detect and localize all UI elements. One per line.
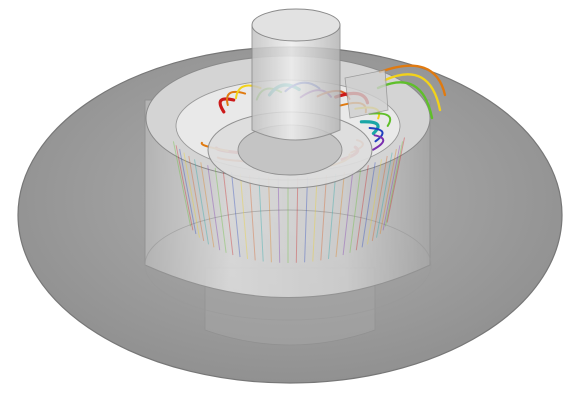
streamline-descending [335,172,345,258]
streamline-descending [188,155,205,242]
streamline [226,90,247,106]
streamline-descending [376,152,393,238]
streamline [368,112,392,127]
streamline-descending [172,141,192,227]
streamline-descending [371,155,388,242]
housing-bottom-rim [144,209,432,321]
streamline-descending [277,177,281,263]
streamline-descending [183,152,200,238]
streamline-descending [179,148,197,235]
streamline-descending [239,173,248,259]
streamline-descending [342,170,354,256]
streamline-descending [349,167,362,253]
outlet-pipe [251,24,341,141]
streamline-descending [379,148,397,235]
streamline [368,127,384,143]
streamline-descending [214,167,227,253]
streamline-descending [295,177,299,263]
streamline-descending [249,175,256,261]
streamline-descending [258,176,264,262]
streamline-descending [382,145,401,231]
streamline-descending [367,159,382,245]
streamline-descending [207,165,221,251]
streamline-descending [355,165,369,251]
streamline [218,97,236,114]
streamline-descending [328,173,337,259]
streamline-descending [304,177,308,263]
streamline-descending [200,162,215,248]
streamline-descending [320,175,327,261]
outlet-pipe-top [251,8,341,42]
streamline-inlet [378,64,447,97]
streamline-descending [361,162,376,248]
streamline [372,134,385,151]
streamline-descending [312,176,318,262]
streamline-descending [222,170,234,256]
streamline [359,120,380,135]
streamline-descending [386,137,405,223]
streamline-inlet [383,73,442,112]
tangential-inlet [344,69,389,119]
streamline-descending [175,145,194,231]
streamline-descending [268,177,272,263]
streamline-descending [231,172,241,258]
streamline-descending [384,141,404,227]
streamline-descending [194,159,209,245]
